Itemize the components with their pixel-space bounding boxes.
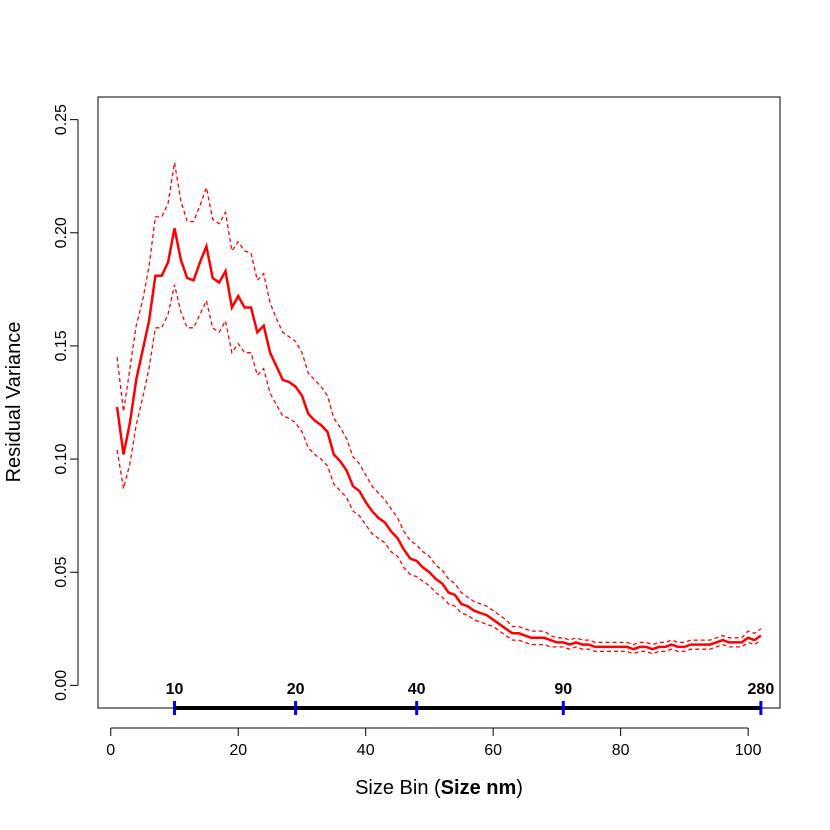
series-layer (115, 162, 762, 655)
y-tick-label: 0.00 (53, 670, 70, 701)
x-axis: 0 20 40 60 80 100 (106, 727, 762, 759)
x-axis-title-bold: Size nm (441, 777, 517, 799)
size-axis-label: 20 (287, 681, 305, 698)
size-axis-label: 40 (408, 681, 426, 698)
x-axis-title: Size Bin (Size nm) (355, 777, 523, 799)
y-axis: 0.00 0.05 0.10 0.15 0.20 0.25 (53, 104, 79, 701)
series-line-upper (116, 162, 762, 646)
size-axis-label: 10 (166, 681, 184, 698)
size-axis-label: 280 (748, 681, 775, 698)
y-tick-label: 0.10 (53, 443, 70, 474)
y-tick-label: 0.20 (53, 217, 70, 248)
y-tick-label: 0.15 (53, 330, 70, 361)
y-tick-label: 0.05 (53, 557, 70, 588)
x-tick-label: 40 (357, 742, 375, 759)
x-tick-label: 100 (735, 742, 762, 759)
plot-frame (97, 96, 781, 709)
x-tick-label: 20 (229, 742, 247, 759)
x-tick-label: 60 (484, 742, 502, 759)
series-line-mean (115, 228, 762, 651)
series-line-lower (116, 284, 762, 655)
y-tick-label: 0.25 (53, 104, 70, 135)
x-tick-label: 80 (612, 742, 630, 759)
x-axis-title-prefix: Size Bin ( (355, 777, 441, 799)
size-axis-label: 90 (554, 681, 572, 698)
x-tick-label: 0 (106, 742, 115, 759)
y-axis-title: Residual Variance (3, 322, 25, 483)
x-axis-title-suffix: ) (516, 777, 523, 799)
